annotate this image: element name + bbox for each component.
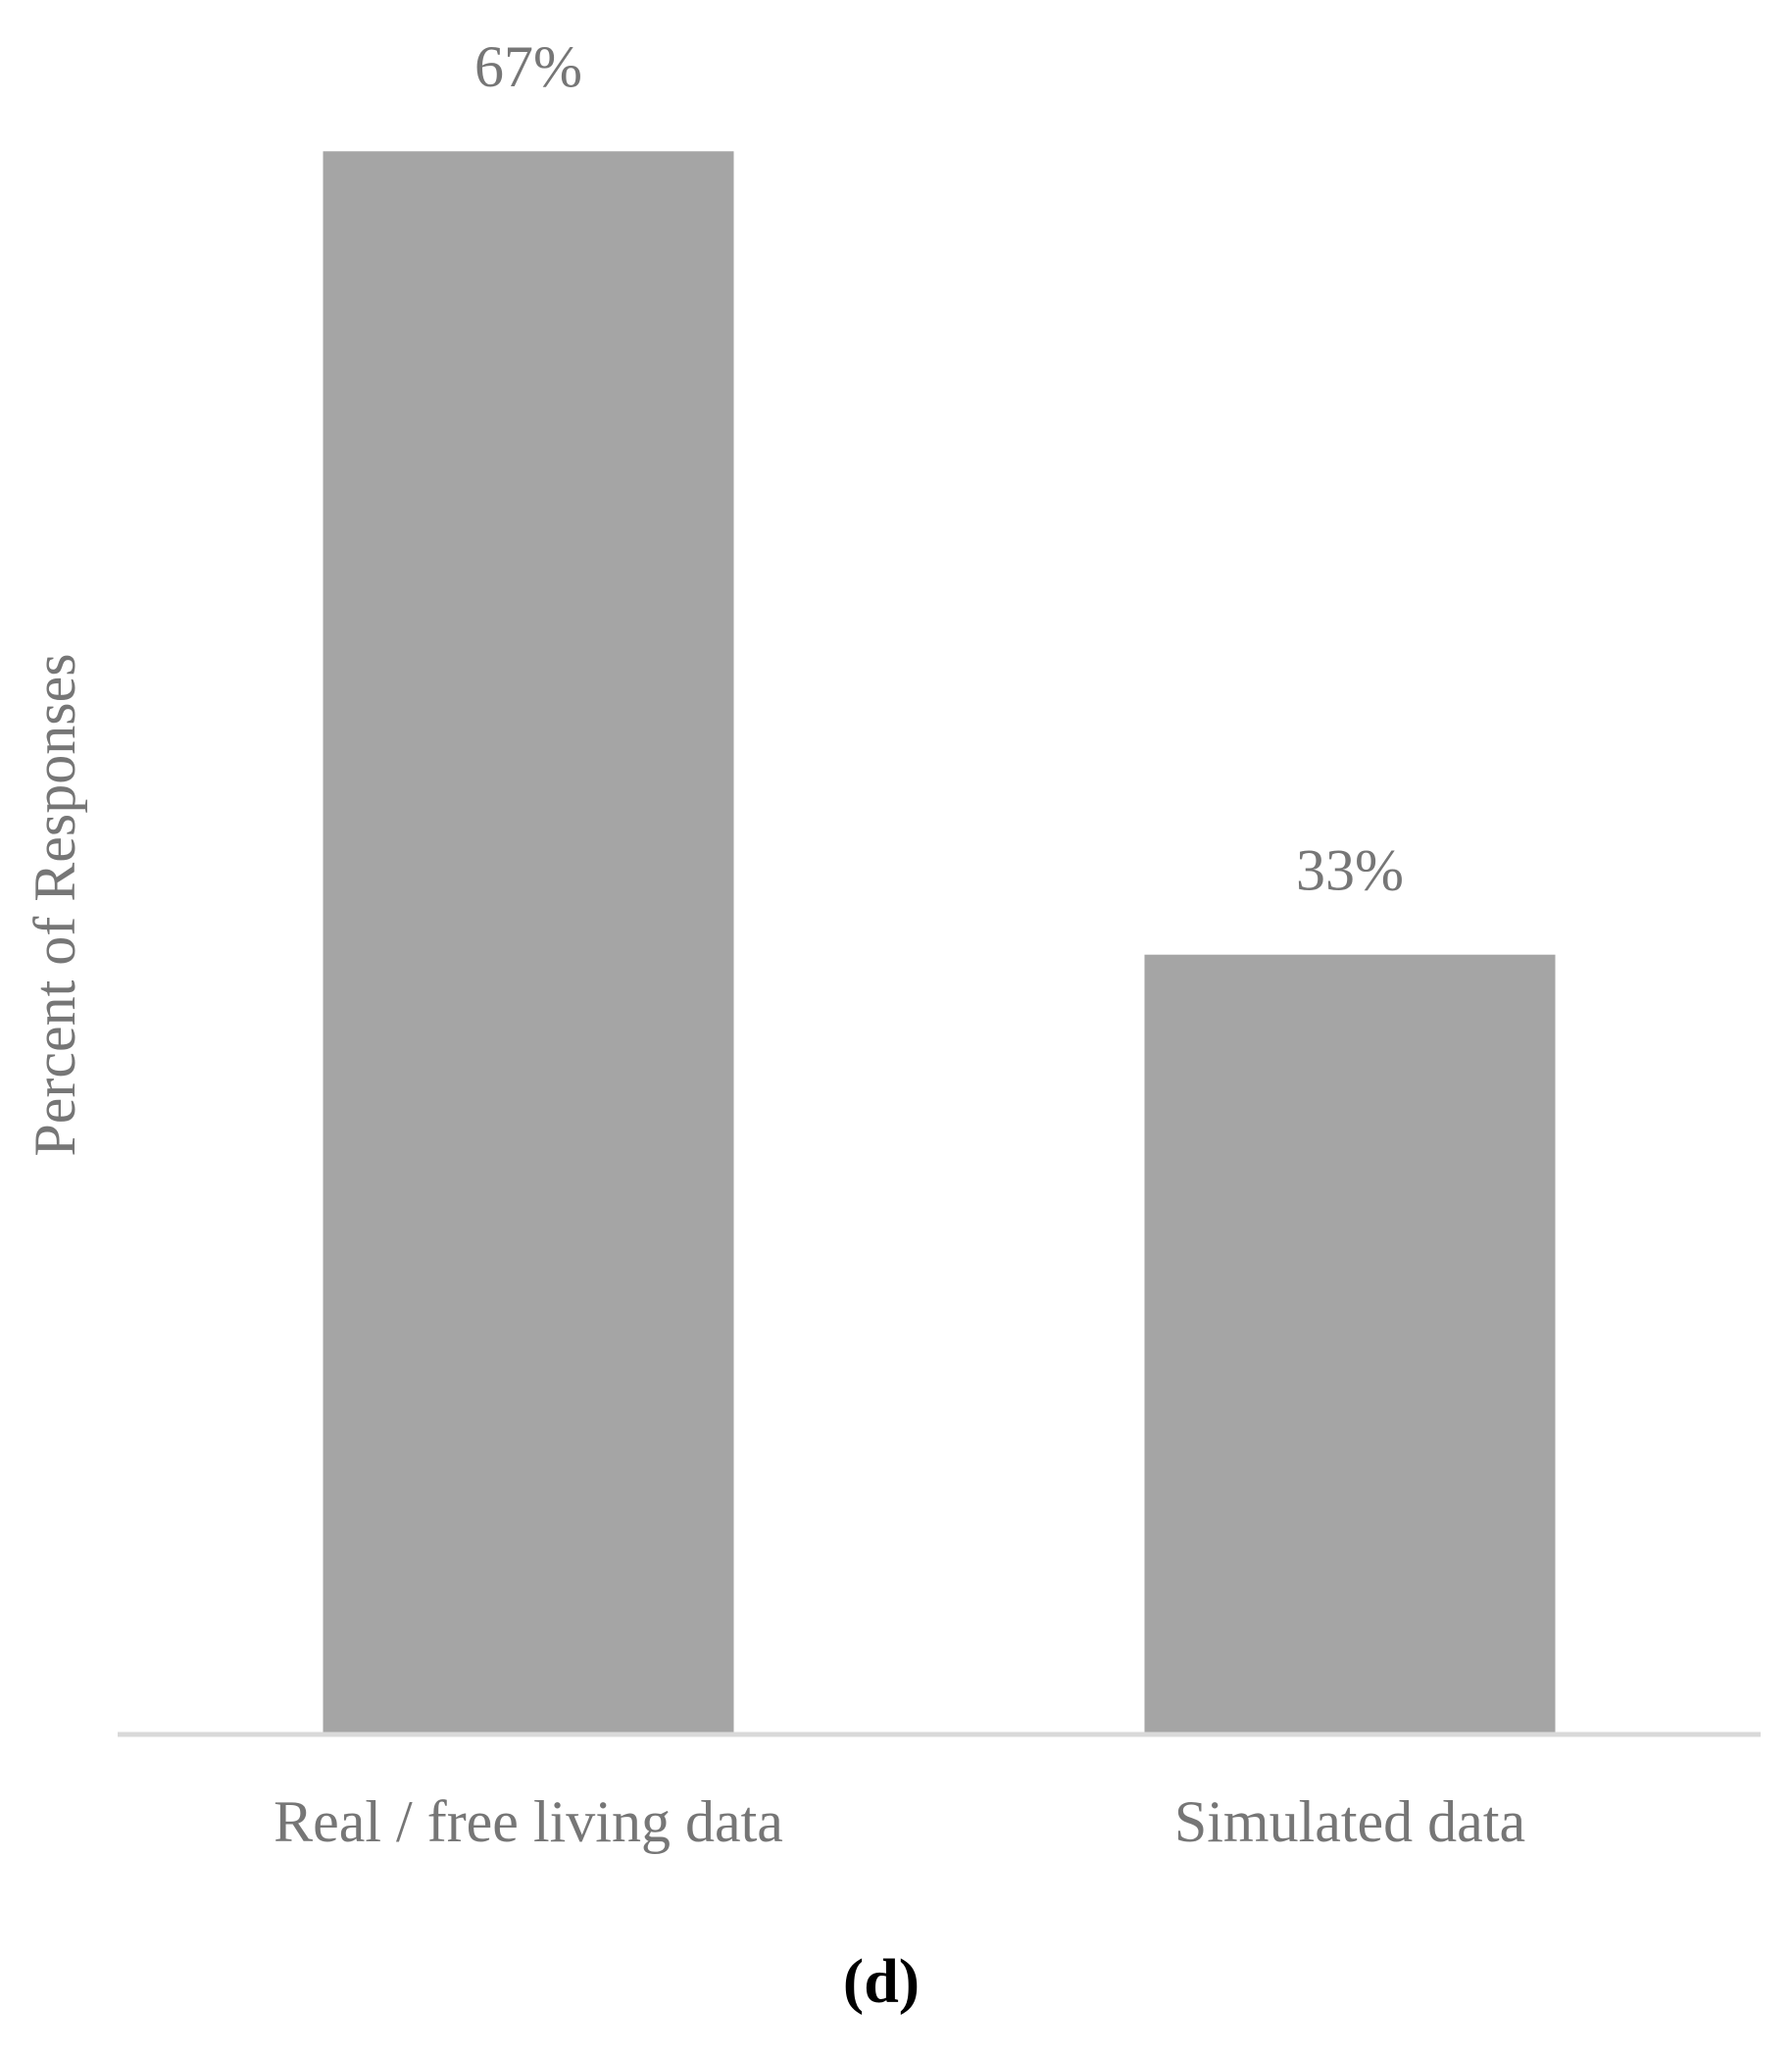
y-axis-label: Percent of Responses (23, 653, 87, 1156)
x-tick-label: Simulated data (1174, 1789, 1525, 1854)
x-tick-label: Real / free living data (274, 1789, 783, 1854)
value-label: 67% (474, 34, 582, 99)
value-label: 33% (1296, 837, 1404, 902)
bar (323, 151, 734, 1734)
caption: (d) (843, 1946, 920, 2016)
bar (1144, 954, 1556, 1734)
